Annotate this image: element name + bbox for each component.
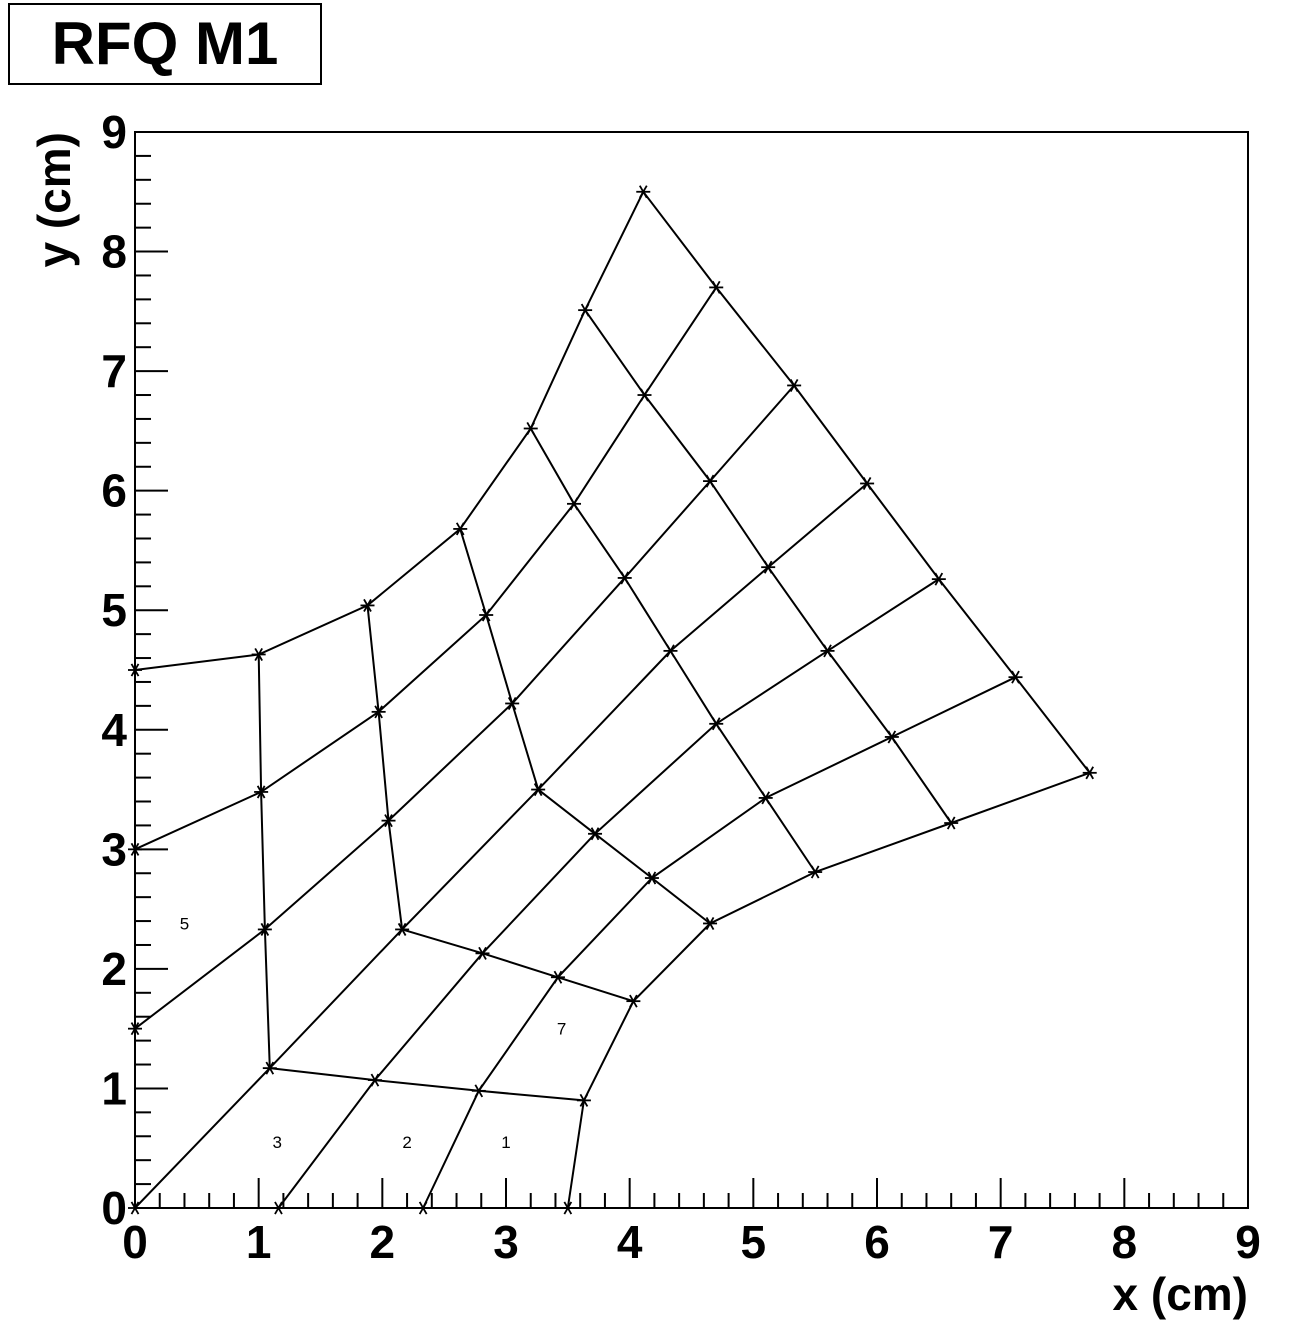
mesh-line [269, 1067, 584, 1102]
y-tick-label: 2 [101, 943, 127, 995]
mesh-node-marker [550, 970, 565, 984]
mesh-line [422, 676, 1016, 1209]
mesh-node-marker [567, 497, 582, 511]
plot-frame [134, 131, 1249, 1209]
mesh-node-marker [531, 783, 546, 797]
x-tick-label: 9 [1235, 1216, 1261, 1268]
mesh-node-marker [703, 916, 718, 930]
mesh-line [459, 528, 540, 790]
mesh-markers [128, 185, 1097, 1215]
y-axis-label: y (cm) [28, 132, 80, 267]
x-tick-label: 1 [246, 1216, 272, 1268]
mesh-line [257, 654, 271, 1069]
mesh-line [401, 928, 634, 1003]
mesh-node-marker [884, 730, 899, 744]
mesh-node-marker [617, 571, 632, 585]
mesh-node-marker [360, 598, 375, 612]
mesh-node-marker [758, 791, 773, 805]
mesh-node-marker [761, 560, 776, 574]
mesh-node-marker [257, 922, 272, 936]
x-tick-label: 6 [864, 1216, 890, 1268]
region-label: 2 [402, 1133, 411, 1152]
mesh-line [134, 482, 868, 1209]
tick-labels: 0 1 2 3 4 5 6 7 8 9 0 1 2 3 4 5 6 7 8 9 [101, 106, 1260, 1268]
x-tick-label: 5 [741, 1216, 767, 1268]
y-tick-label: 5 [101, 584, 127, 636]
y-tick-label: 3 [101, 823, 127, 875]
x-tick-label: 8 [1112, 1216, 1138, 1268]
mesh-node-marker [128, 663, 142, 677]
mesh-node-marker [505, 696, 520, 710]
mesh-node-marker [271, 1201, 286, 1215]
mesh-node-marker [703, 474, 718, 488]
mesh-node-marker [254, 785, 269, 799]
region-label: 7 [557, 1020, 566, 1039]
mesh-node-marker [709, 717, 724, 731]
mesh-node-marker [560, 1201, 575, 1215]
mesh-node-marker [663, 644, 678, 658]
mesh-node-marker [128, 1201, 142, 1215]
x-axis-label: x (cm) [1113, 1268, 1248, 1320]
mesh-node-marker [479, 608, 494, 622]
mesh-node-marker [578, 303, 593, 317]
y-tick-label: 4 [101, 704, 127, 756]
mesh-node-marker [1008, 670, 1023, 684]
x-tick-label: 0 [122, 1216, 148, 1268]
y-tick-label: 0 [101, 1182, 127, 1234]
mesh-node-marker [709, 280, 724, 294]
mesh-node-marker [644, 871, 659, 885]
mesh-node-marker [944, 816, 959, 830]
mesh-node-marker [931, 572, 946, 586]
axes [134, 131, 1249, 1209]
mesh-node-marker [251, 647, 266, 661]
mesh-node-marker [471, 1084, 486, 1098]
y-tick-label: 8 [101, 226, 127, 278]
mesh-node-marker [576, 1093, 591, 1107]
mesh-node-marker [371, 705, 386, 719]
mesh-node-marker [860, 476, 875, 491]
x-tick-label: 4 [617, 1216, 643, 1268]
mesh-line [134, 191, 645, 671]
chart-title-box: RFQ M1 [8, 3, 322, 85]
x-tick-label: 2 [370, 1216, 396, 1268]
mesh-node-marker [128, 842, 142, 856]
mesh-line [134, 384, 795, 1030]
mesh-node-marker [626, 994, 641, 1008]
region-label: 1 [501, 1133, 510, 1152]
mesh-node-marker [808, 865, 823, 879]
chart-title: RFQ M1 [51, 10, 279, 77]
region-label: 3 [272, 1133, 281, 1152]
x-tick-label: 7 [988, 1216, 1014, 1268]
mesh-node-marker [395, 922, 410, 936]
y-tick-label: 1 [101, 1062, 127, 1114]
mesh-node-marker [262, 1061, 277, 1075]
mesh-node-marker [820, 644, 835, 658]
x-tick-label: 3 [493, 1216, 519, 1268]
y-tick-label: 9 [101, 106, 127, 158]
mesh-node-marker [367, 1073, 382, 1087]
region-label: 5 [180, 914, 189, 933]
mesh-node-marker [453, 522, 468, 536]
y-tick-label: 7 [101, 345, 127, 397]
mesh-lines [134, 191, 1091, 1209]
mesh-line [277, 578, 940, 1209]
y-tick-label: 6 [101, 465, 127, 517]
mesh-node-marker [475, 946, 490, 960]
mesh-node-marker [636, 185, 651, 199]
mesh-node-marker [1082, 766, 1097, 780]
mesh-node-marker [523, 421, 538, 436]
mesh-node-marker [787, 378, 802, 392]
mesh-node-marker [381, 814, 396, 828]
mesh-node-marker [637, 388, 652, 402]
mesh-line [366, 605, 404, 930]
region-labels: 5 7 3 2 1 [180, 914, 567, 1152]
mesh-node-marker [128, 1022, 142, 1036]
mesh-line [537, 788, 711, 925]
mesh-node-marker [588, 827, 603, 841]
mesh-line [566, 771, 1091, 1209]
mesh-node-marker [416, 1201, 431, 1215]
